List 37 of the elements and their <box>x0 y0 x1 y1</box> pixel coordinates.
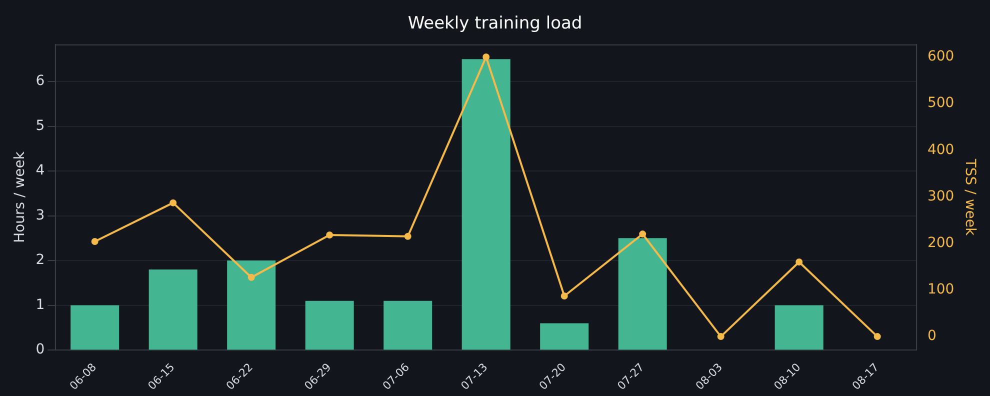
point <box>482 53 490 60</box>
point <box>91 238 98 245</box>
y2-tick-label: 600 <box>927 48 954 65</box>
y2-tick-label: 500 <box>927 95 954 112</box>
point <box>874 333 881 340</box>
point <box>639 230 646 238</box>
bar <box>384 300 432 350</box>
y2-tick-label: 400 <box>927 142 954 158</box>
bar <box>540 323 589 350</box>
bar <box>227 260 276 350</box>
y-tick-label: 4 <box>36 162 45 179</box>
y2-tick-label: 100 <box>927 282 954 298</box>
bar <box>618 238 667 350</box>
y-tick-label: 5 <box>36 118 45 134</box>
bar <box>462 59 510 350</box>
point <box>796 258 803 266</box>
bar <box>70 305 120 350</box>
point <box>248 274 255 281</box>
y-axis-title: Hours / week <box>12 150 28 243</box>
point <box>560 292 568 300</box>
y2-tick-label: 300 <box>927 188 954 204</box>
y2-axis-title: TSS / week <box>962 158 978 236</box>
y2-tick-label: 0 <box>927 328 936 344</box>
y-tick-label: 3 <box>36 207 45 224</box>
y-tick-label: 1 <box>36 296 45 313</box>
point <box>326 231 334 238</box>
bar <box>305 300 354 350</box>
bar <box>774 305 824 350</box>
y2-tick-label: 200 <box>927 235 954 251</box>
point <box>404 232 412 240</box>
y-tick-label: 2 <box>36 252 45 268</box>
y-tick-label: 0 <box>36 342 45 358</box>
bar <box>148 270 198 350</box>
point <box>170 199 177 206</box>
chart-title: Weekly training load <box>408 14 582 34</box>
point <box>717 333 724 340</box>
y-tick-label: 6 <box>36 73 45 90</box>
